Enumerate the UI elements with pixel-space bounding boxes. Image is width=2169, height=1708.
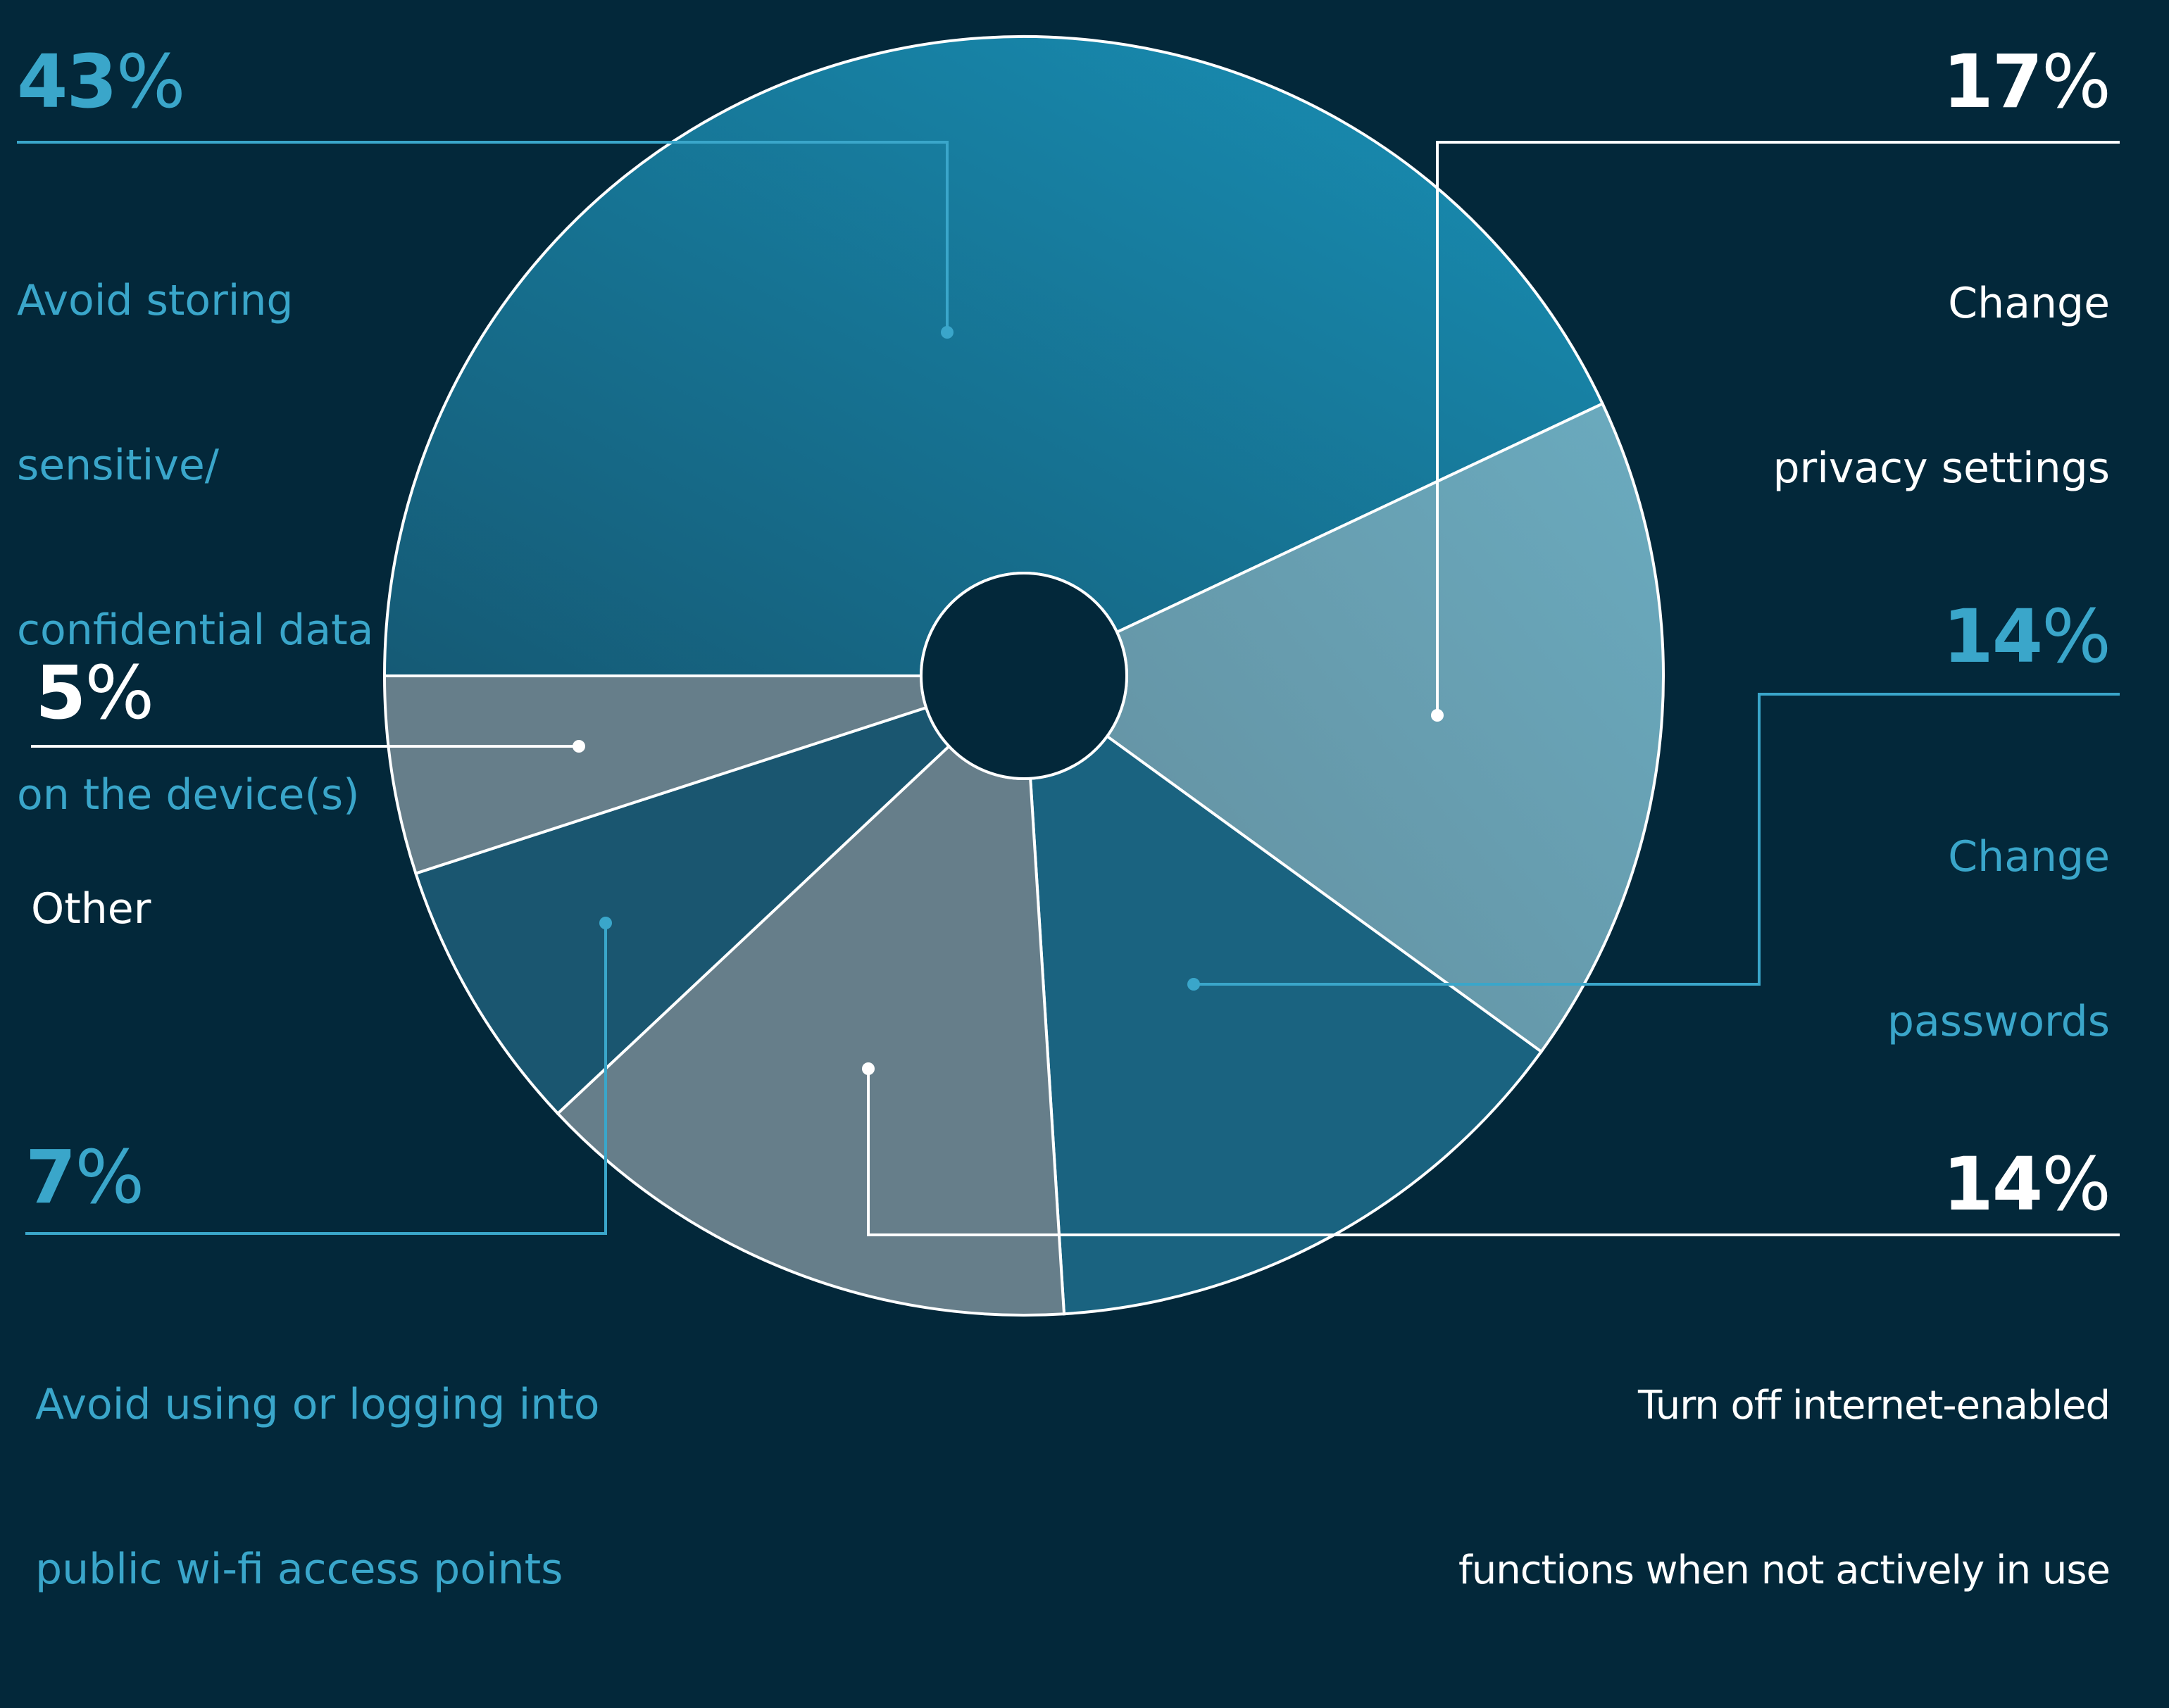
leader-dot xyxy=(1431,709,1444,722)
leader-line xyxy=(867,1069,2120,1236)
category-label-7: Avoid using or logging into public wi-fi… xyxy=(35,1267,600,1707)
percent-sign: % xyxy=(85,650,154,736)
percent-sign: % xyxy=(115,39,186,125)
category-label-17: Change privacy settings xyxy=(1773,166,2110,605)
leader-line xyxy=(1194,693,2120,986)
leader-line xyxy=(25,923,607,1235)
leader-dot xyxy=(599,917,612,929)
label-line: sensitive/ xyxy=(17,441,219,490)
pct-label-5: 5% xyxy=(35,656,154,729)
leader-dot xyxy=(573,740,585,753)
pct-value-43: 43 xyxy=(17,39,118,125)
label-line: privacy settings xyxy=(1773,444,2110,493)
pct-label-14-passwords: 14% xyxy=(1942,600,2111,673)
category-label-43: Avoid storing sensitive/ confidential da… xyxy=(17,163,373,932)
label-line: Change xyxy=(1948,832,2110,881)
leader-lines xyxy=(17,141,2120,1236)
category-label-14-passwords: Change passwords xyxy=(1887,720,2110,1159)
pct-label-7: 7% xyxy=(25,1141,144,1214)
pct-value-14: 14 xyxy=(1942,594,2043,679)
label-line: public wi-fi access points xyxy=(35,1545,563,1594)
label-line: on the device(s) xyxy=(17,770,360,820)
leader-line xyxy=(1436,141,2120,715)
leader-dot xyxy=(862,1062,875,1075)
percent-sign: % xyxy=(75,1134,144,1220)
label-line: confidential data xyxy=(17,605,374,655)
donut-chart xyxy=(17,35,2120,1317)
leader-dot xyxy=(1187,978,1200,991)
percent-sign: % xyxy=(2042,594,2111,679)
label-line: passwords xyxy=(1887,997,2110,1046)
chart-stage: 43% Avoid storing sensitive/ confidentia… xyxy=(17,35,2120,1594)
pct-label-43: 43% xyxy=(17,45,186,118)
pct-label-14-turn-off: 14% xyxy=(1942,1148,2111,1221)
label-line: Other xyxy=(31,884,151,934)
pct-value-14: 14 xyxy=(1942,1141,2043,1227)
label-line: Turn off internet-enabled xyxy=(1638,1383,2111,1428)
pct-label-17: 17% xyxy=(1942,45,2111,118)
category-label-14-turn-off: Turn off internet-enabled functions when… xyxy=(1458,1269,2111,1708)
leader-line xyxy=(17,141,949,332)
pct-value-17: 17 xyxy=(1942,39,2043,125)
leader-dot xyxy=(941,326,954,339)
label-line: Avoid storing xyxy=(17,276,294,325)
pct-value-7: 7 xyxy=(25,1134,76,1220)
pct-value-5: 5 xyxy=(35,650,86,736)
label-line: functions when not actively in use xyxy=(1458,1547,2111,1593)
label-line: Change xyxy=(1948,279,2110,328)
percent-sign: % xyxy=(2042,1141,2111,1227)
percent-sign: % xyxy=(2042,39,2111,125)
category-label-5: Other xyxy=(31,772,151,1046)
label-line: Avoid using or logging into xyxy=(35,1380,600,1429)
slices-group xyxy=(382,35,1665,1317)
donut-hole xyxy=(920,572,1128,780)
